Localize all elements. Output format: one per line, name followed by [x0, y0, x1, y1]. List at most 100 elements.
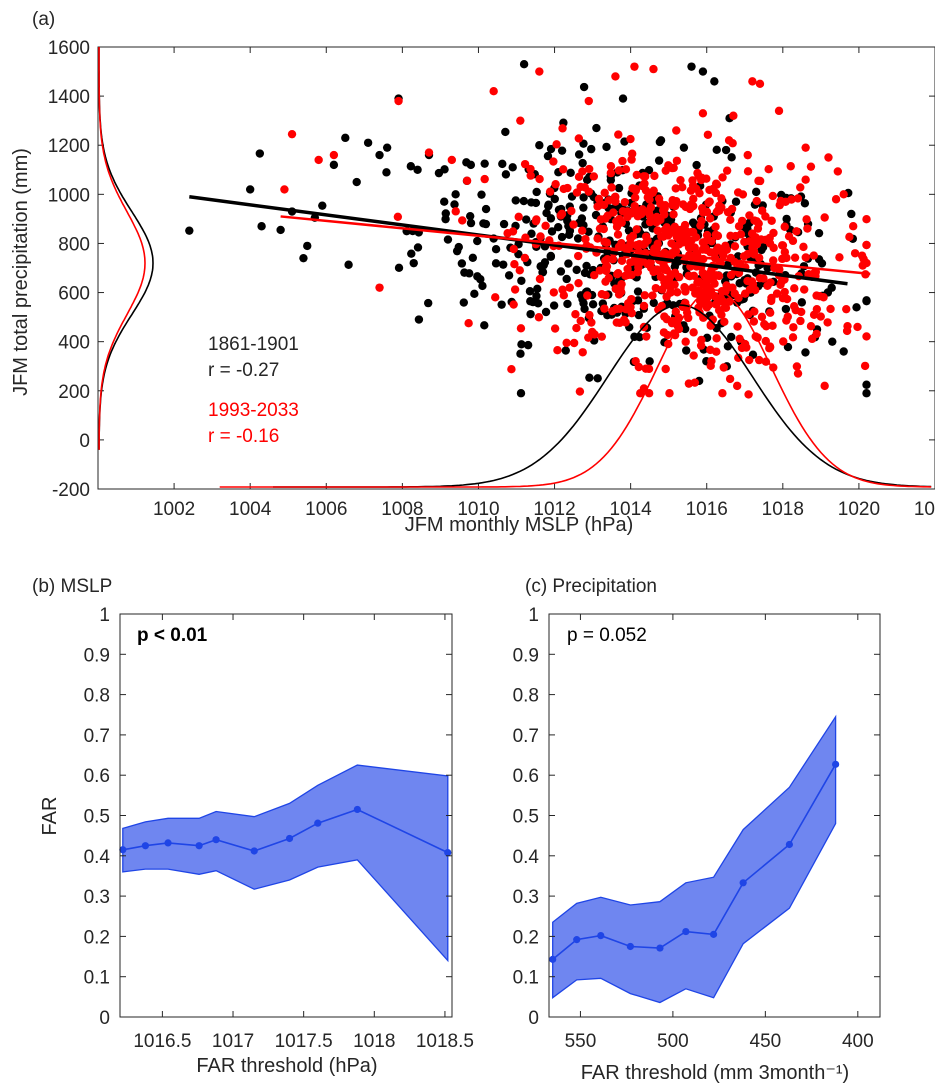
- scatter-point: [659, 232, 668, 241]
- scatter-point: [451, 207, 460, 216]
- far-point: [832, 760, 840, 768]
- panel-b-annotation: p < 0.01: [137, 625, 208, 646]
- scatter-point: [574, 150, 584, 159]
- scatter-point: [862, 389, 871, 398]
- scatter-point: [698, 109, 708, 118]
- scatter-point: [711, 222, 720, 231]
- scatter-point: [616, 283, 625, 292]
- scatter-point: [729, 111, 738, 120]
- scatter-point: [862, 380, 871, 389]
- scatter-point: [549, 288, 559, 297]
- scatter-point: [652, 218, 661, 227]
- scatter-point: [670, 268, 680, 278]
- scatter-point: [672, 156, 682, 165]
- scatter-point: [755, 176, 765, 186]
- x-tick-label-500: 500: [657, 1031, 689, 1052]
- scatter-point: [695, 297, 705, 306]
- scatter-point: [745, 355, 754, 365]
- scatter-point: [406, 162, 416, 171]
- scatter-point: [826, 304, 835, 314]
- scatter-point: [793, 369, 803, 378]
- scatter-point: [686, 186, 696, 195]
- scatter-point: [546, 251, 556, 261]
- scatter-point: [573, 234, 583, 243]
- scatter-point: [497, 300, 506, 309]
- scatter-point: [509, 300, 518, 309]
- scatter-point: [755, 273, 765, 283]
- scatter-point: [824, 153, 833, 162]
- scatter-point: [703, 130, 713, 139]
- scatter-point: [584, 333, 593, 342]
- scatter-point: [407, 249, 416, 258]
- scatter-point: [688, 176, 697, 185]
- scatter-point: [375, 150, 384, 160]
- scatter-point: [491, 259, 501, 268]
- scatter-point: [737, 216, 747, 226]
- scatter-point: [638, 205, 647, 214]
- scatter-point: [641, 364, 651, 373]
- scatter-point: [393, 212, 403, 222]
- scatter-point: [276, 225, 285, 235]
- scatter-point: [501, 127, 510, 137]
- scatter-point: [687, 62, 696, 71]
- scatter-point: [575, 387, 585, 396]
- scatter-point: [653, 226, 662, 235]
- x-tick-label-1017.5: 1017.5: [275, 1031, 333, 1052]
- panel-b-label: (b) MSLP: [32, 576, 112, 597]
- scatter-point: [558, 285, 567, 294]
- scatter-point: [674, 225, 683, 235]
- scatter-point: [653, 266, 663, 276]
- scatter-point: [621, 165, 631, 174]
- scatter-point: [477, 190, 486, 199]
- scatter-point: [703, 293, 712, 303]
- scatter-point: [626, 134, 635, 144]
- scatter-point: [523, 340, 533, 350]
- scatter-point: [480, 174, 489, 184]
- scatter-point: [671, 184, 680, 193]
- y-tick-label-800: 800: [58, 234, 90, 255]
- scatter-point: [593, 202, 602, 211]
- scatter-point: [614, 290, 624, 299]
- x-tick-label-1016: 1016: [686, 499, 728, 520]
- scatter-point: [458, 216, 467, 225]
- scatter-point: [743, 167, 753, 176]
- scatter-point: [539, 260, 549, 270]
- scatter-point: [602, 238, 612, 247]
- scatter-point: [735, 334, 744, 343]
- scatter-point: [574, 278, 583, 288]
- scatter-point: [578, 348, 587, 357]
- scatter-point: [720, 317, 729, 327]
- scatter-point: [634, 310, 644, 320]
- scatter-point: [728, 283, 737, 292]
- x-tick-label-1010: 1010: [457, 499, 499, 520]
- scatter-point: [451, 190, 460, 199]
- scatter-point: [787, 195, 796, 204]
- scatter-point: [739, 252, 749, 261]
- scatter-point: [657, 301, 666, 311]
- scatter-point: [828, 337, 837, 346]
- scatter-point: [651, 283, 661, 293]
- scatter-point: [681, 284, 690, 293]
- scatter-point: [670, 330, 680, 340]
- scatter-point: [516, 349, 525, 358]
- scatter-point: [602, 142, 611, 152]
- scatter-point: [707, 237, 716, 246]
- scatter-point: [760, 319, 769, 329]
- scatter-point: [441, 209, 450, 218]
- scatter-point: [287, 129, 297, 139]
- scatter-point: [672, 126, 681, 135]
- scatter-point: [801, 253, 810, 262]
- scatter-point: [709, 184, 718, 193]
- scatter-point: [627, 294, 636, 304]
- x-tick-label-1018.5: 1018.5: [416, 1031, 474, 1052]
- scatter-point: [712, 334, 721, 343]
- scatter-point: [614, 166, 624, 175]
- scatter-point: [552, 140, 561, 149]
- scatter-point: [727, 332, 736, 342]
- far-point: [141, 842, 150, 850]
- x-tick-label-1018: 1018: [762, 499, 804, 520]
- scatter-point: [579, 299, 588, 308]
- scatter-point: [775, 200, 784, 210]
- scatter-point: [862, 240, 871, 250]
- y-tick-label-0.2: 0.2: [513, 927, 539, 948]
